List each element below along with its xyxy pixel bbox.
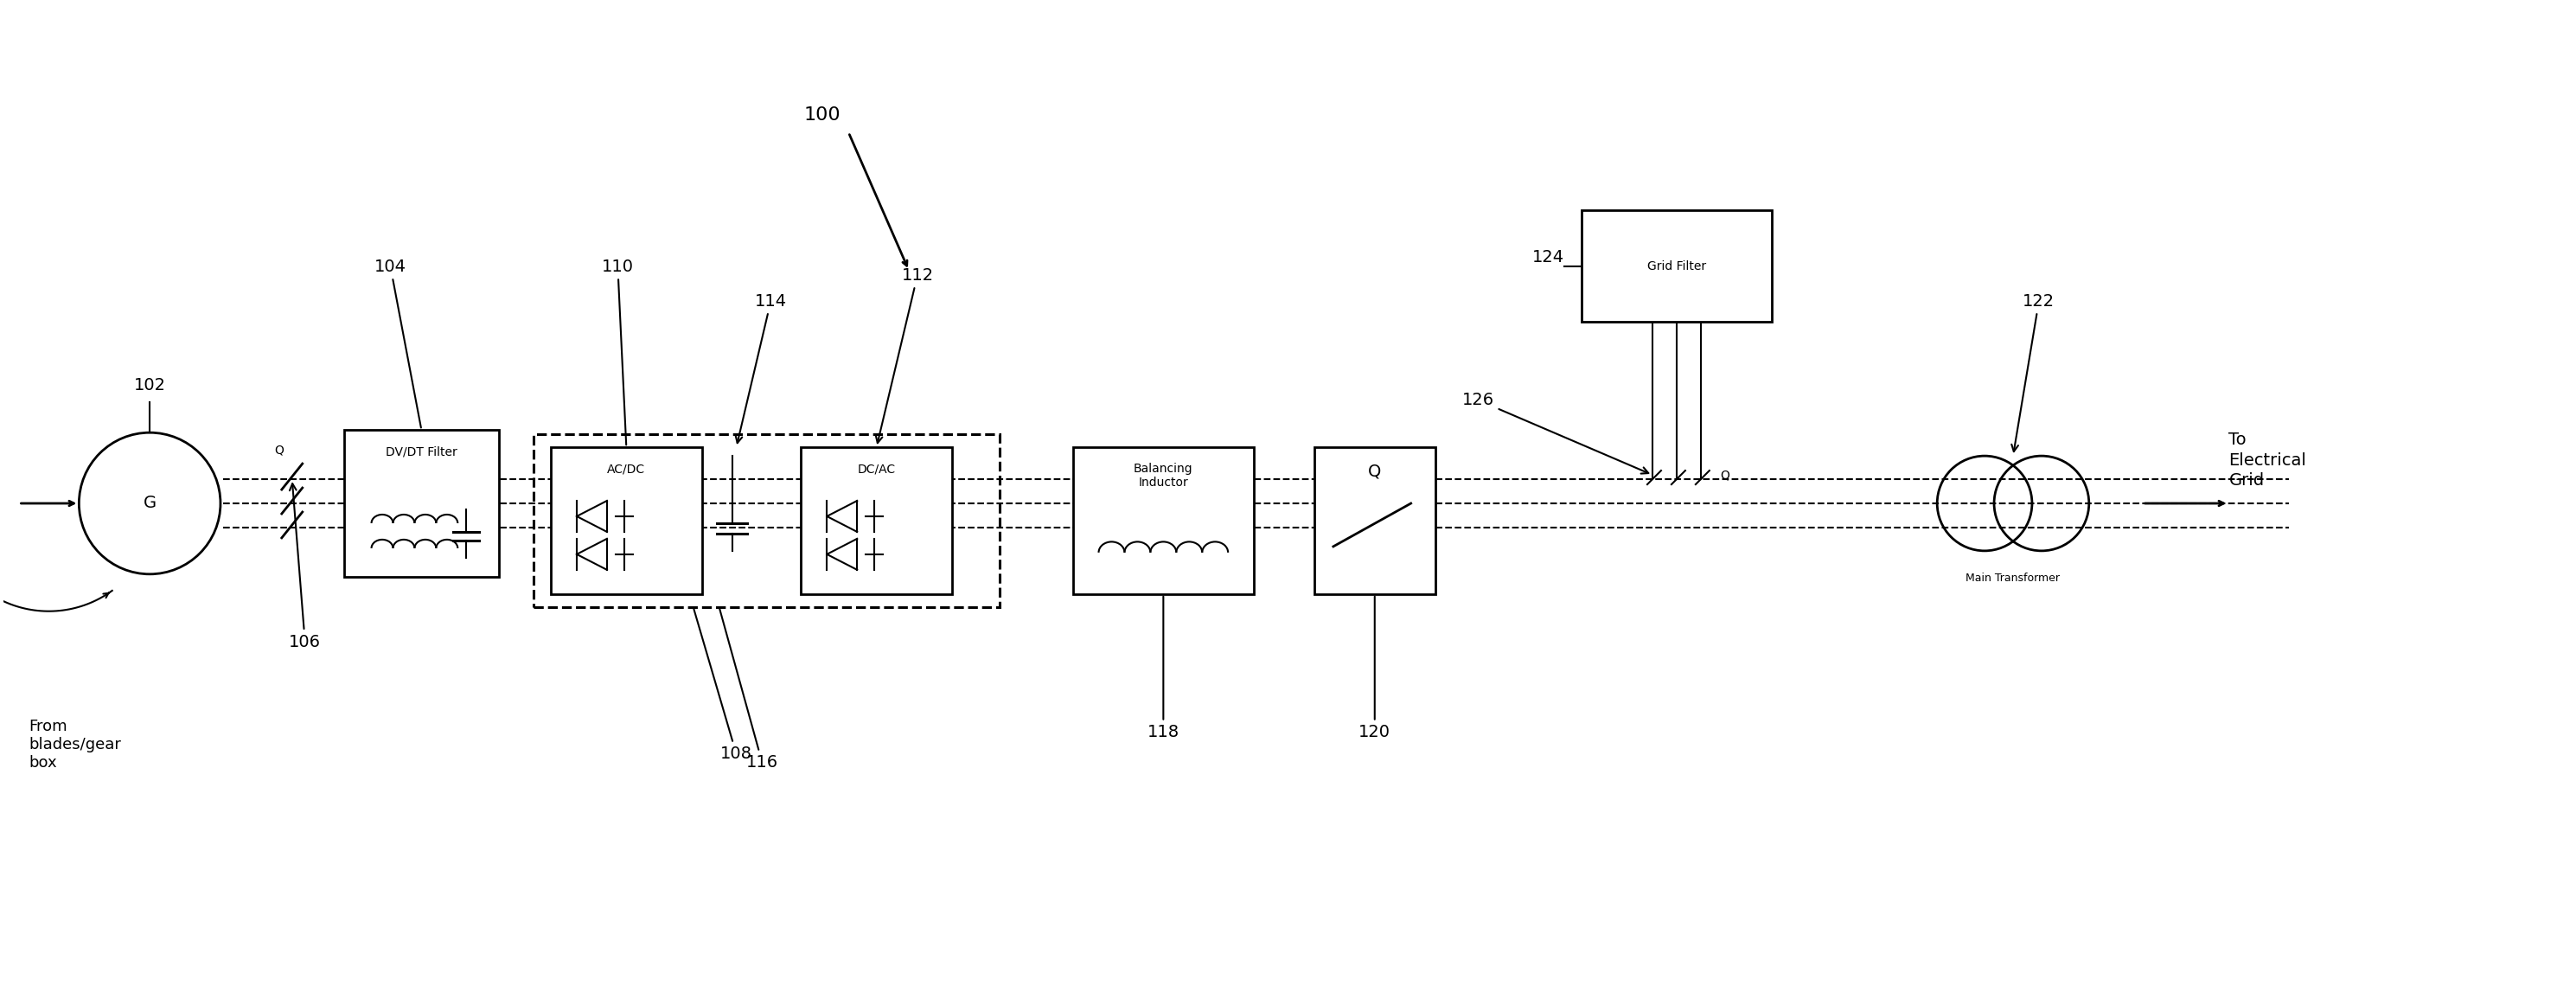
Text: From
blades/gear
box: From blades/gear box: [28, 719, 121, 771]
Text: 110: 110: [603, 258, 634, 445]
Text: 122: 122: [2012, 292, 2056, 451]
Text: Balancing
Inductor: Balancing Inductor: [1133, 463, 1193, 488]
Text: 118: 118: [1146, 596, 1180, 741]
Text: 108: 108: [693, 609, 752, 762]
Bar: [343, 430, 500, 577]
Bar: [533, 434, 999, 607]
Text: Q: Q: [1368, 463, 1381, 479]
Text: 112: 112: [876, 267, 933, 443]
Text: Grid Filter: Grid Filter: [1646, 260, 1705, 272]
Bar: [801, 447, 953, 594]
Bar: [1072, 447, 1255, 594]
Bar: [551, 447, 701, 594]
Text: AC/DC: AC/DC: [608, 463, 647, 475]
Text: 116: 116: [719, 609, 778, 771]
Text: 106: 106: [289, 483, 322, 650]
Text: Main Transformer: Main Transformer: [1965, 573, 2061, 584]
Text: To
Electrical
Grid: To Electrical Grid: [2228, 432, 2306, 488]
Text: 100: 100: [804, 107, 840, 124]
Text: 114: 114: [737, 292, 786, 443]
Text: DC/AC: DC/AC: [858, 463, 896, 475]
Text: 104: 104: [374, 258, 420, 428]
Bar: [1314, 447, 1435, 594]
Text: Q: Q: [276, 444, 283, 456]
Text: 102: 102: [134, 377, 165, 394]
Text: DV/DT Filter: DV/DT Filter: [386, 445, 459, 457]
Bar: [1582, 210, 1772, 323]
Text: 120: 120: [1358, 596, 1391, 741]
Text: Q: Q: [1721, 469, 1728, 481]
Text: 124: 124: [1533, 249, 1564, 265]
Text: G: G: [144, 495, 157, 512]
Text: 126: 126: [1463, 392, 1649, 473]
